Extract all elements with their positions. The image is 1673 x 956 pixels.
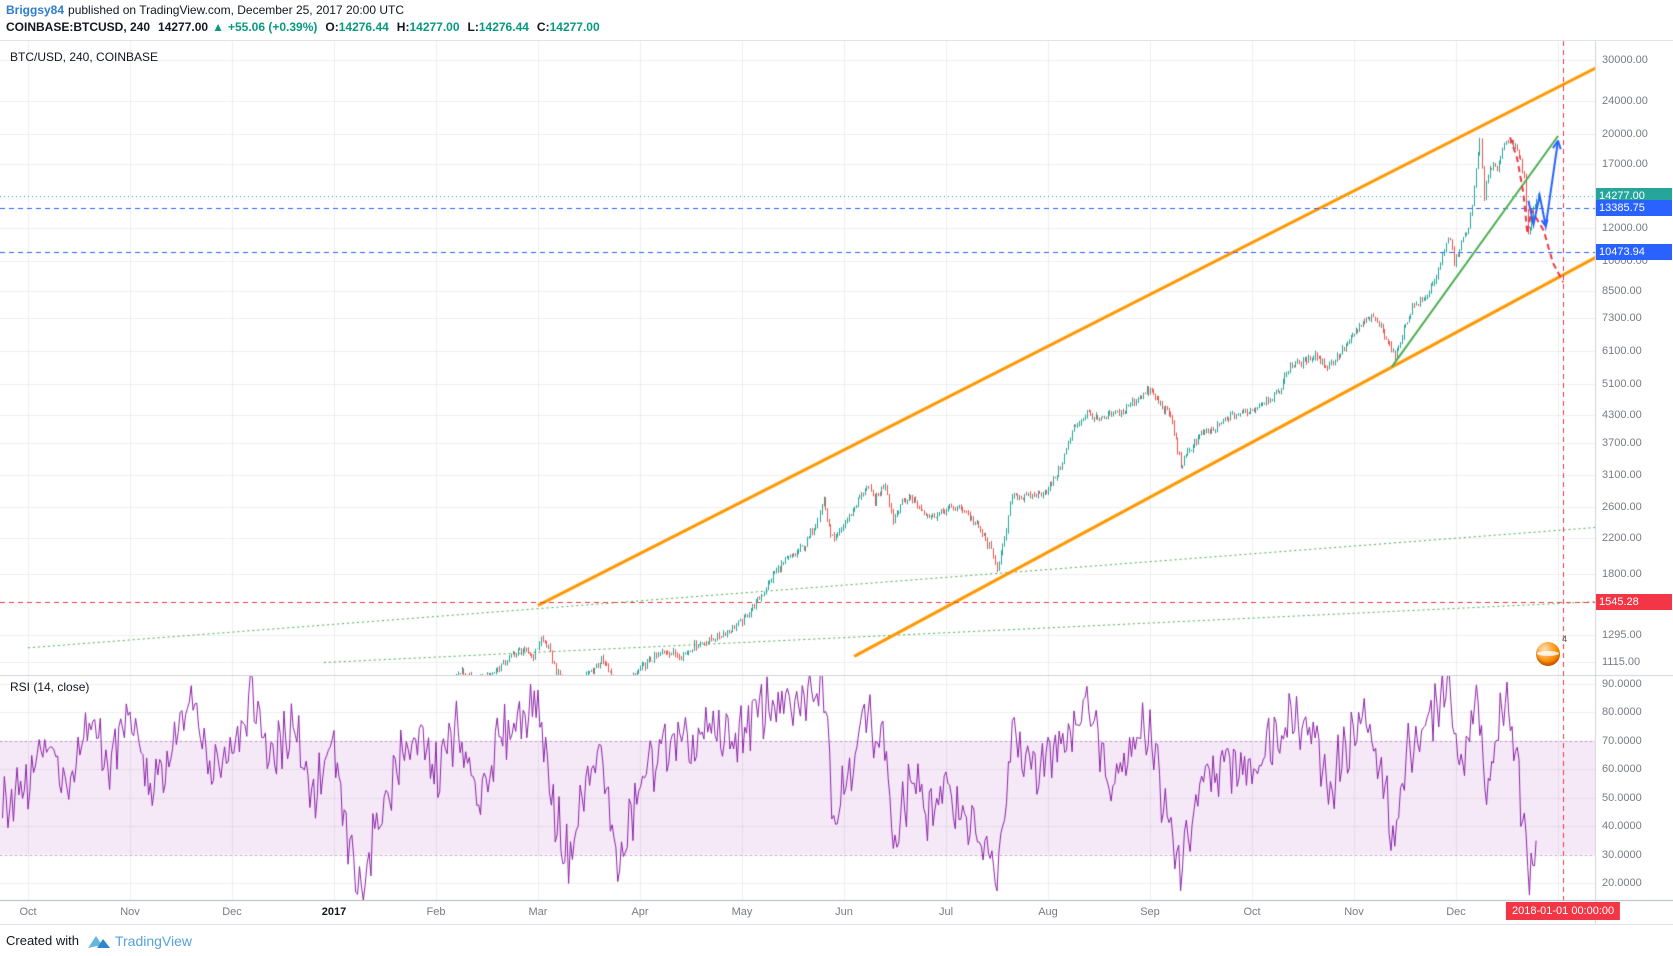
ohlc-close: C:14277.00 (536, 20, 600, 34)
symbol-line: COINBASE:BTCUSD, 240 14277.00 ▲ +55.06 (+0.… (6, 20, 600, 34)
sticker-count: 4 (1561, 634, 1567, 644)
ornament-sticker-icon[interactable]: 4 (1536, 634, 1567, 670)
ohlc-low: L:14276.44 (467, 20, 529, 34)
ohlc-high: H:14277.00 (396, 20, 460, 34)
price-change: +55.06 (+0.39%) (227, 20, 318, 34)
change-up-icon: ▲ (212, 20, 224, 34)
created-with-text: Created with (6, 933, 79, 948)
tradingview-link[interactable]: TradingView (114, 932, 193, 949)
ornament-ball-icon (1536, 642, 1560, 666)
symbol-name: COINBASE:BTCUSD, 240 (6, 20, 151, 34)
tradingview-logo-icon (87, 934, 110, 948)
ohlc-open: O:14276.44 (325, 20, 389, 34)
price-pane-title: BTC/USD, 240, COINBASE (10, 50, 159, 64)
header: Briggsy84 published on TradingView.com, D… (0, 0, 1673, 41)
publish-line: Briggsy84 published on TradingView.com, D… (6, 3, 404, 17)
rsi-pane-title: RSI (14, close) (10, 680, 90, 694)
footer: Created with TradingView (0, 924, 1673, 956)
last-price: 14277.00 (158, 20, 209, 34)
author-link[interactable]: Briggsy84 (6, 3, 65, 17)
publish-text: published on TradingView.com, December 2… (68, 3, 405, 17)
